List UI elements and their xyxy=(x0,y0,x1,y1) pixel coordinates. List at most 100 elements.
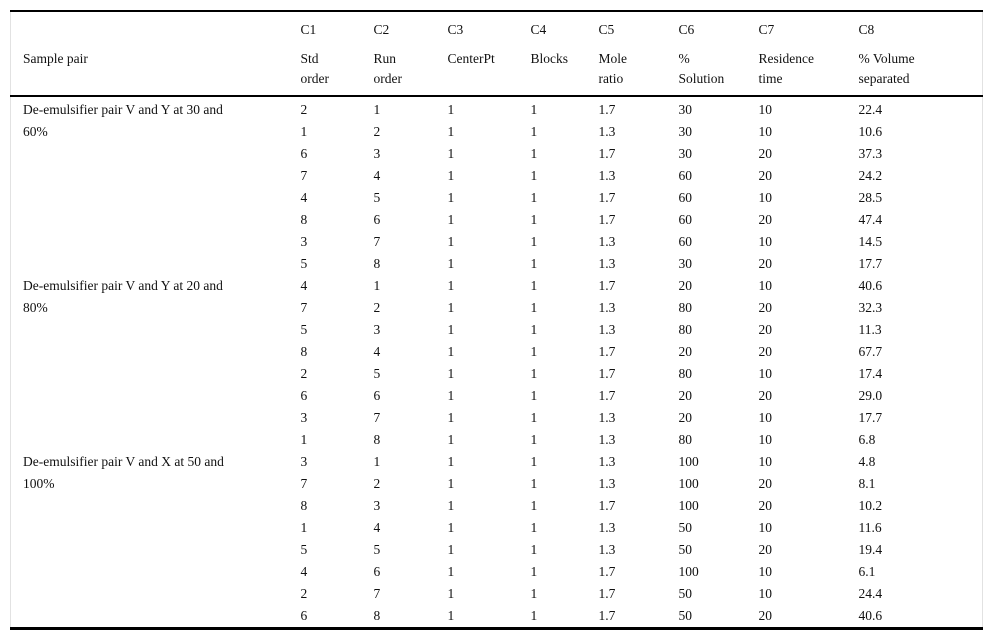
cell: 1.3 xyxy=(598,432,616,447)
cell: 20 xyxy=(758,388,773,403)
cell: 6.1 xyxy=(858,564,876,579)
cell: 2 xyxy=(300,366,308,381)
cell: 10 xyxy=(758,410,773,425)
cell: 1 xyxy=(447,344,455,359)
cell: 1 xyxy=(530,454,538,469)
cell: 1 xyxy=(530,344,538,359)
cell: 1 xyxy=(530,300,538,315)
table-row: 4 5 1 1 1.7 60 10 28.5 xyxy=(11,187,983,209)
cell: 10 xyxy=(758,124,773,139)
cell: 20 xyxy=(678,388,693,403)
cell: 1 xyxy=(530,498,538,513)
cell: 1.7 xyxy=(598,190,616,205)
cell: 1.3 xyxy=(598,520,616,535)
cell: 30 xyxy=(678,124,693,139)
cell: 100 xyxy=(678,498,699,513)
cell: 4 xyxy=(373,344,381,359)
cell: 3 xyxy=(300,234,308,249)
cell: 5 xyxy=(300,542,308,557)
cell: 1.7 xyxy=(598,278,616,293)
table-row: 1 2 1 1 1.3 30 10 10.6 xyxy=(11,121,983,143)
cell: 1 xyxy=(530,256,538,271)
table-row: 5 5 1 1 1.3 50 20 19.4 xyxy=(11,539,983,561)
cell: 40.6 xyxy=(858,608,883,623)
cell: 20 xyxy=(758,146,773,161)
cell: 8 xyxy=(300,344,308,359)
cell: 30 xyxy=(678,146,693,161)
cell: 10 xyxy=(758,366,773,381)
table-row: 7 2 1 1 1.3 100 20 8.1 xyxy=(11,473,983,495)
cell: 1 xyxy=(447,168,455,183)
cell: 28.5 xyxy=(858,190,883,205)
cell: 1.3 xyxy=(598,168,616,183)
cell: 5 xyxy=(373,366,381,381)
column-code: C1 xyxy=(300,22,317,37)
table-row: 4 6 1 1 1.7 100 10 6.1 xyxy=(11,561,983,583)
cell: 1 xyxy=(447,608,455,623)
cell: 10 xyxy=(758,520,773,535)
cell: 7 xyxy=(373,586,381,601)
cell: 1.7 xyxy=(598,498,616,513)
cell: 8 xyxy=(373,256,381,271)
cell: 1.7 xyxy=(598,146,616,161)
cell: 3 xyxy=(373,322,381,337)
table-row: 7 2 1 1 1.3 80 20 32.3 xyxy=(11,297,983,319)
cell: 6 xyxy=(300,608,308,623)
table-row: 6 3 1 1 1.7 30 20 37.3 xyxy=(11,143,983,165)
cell: 22.4 xyxy=(858,102,883,117)
cell: 1 xyxy=(530,168,538,183)
cell: 11.3 xyxy=(858,322,882,337)
cell: 1 xyxy=(447,234,455,249)
cell: 100 xyxy=(678,476,699,491)
cell: 7 xyxy=(373,410,381,425)
column-label: Residence time xyxy=(758,51,814,86)
table-row: 6 8 1 1 1.7 50 20 40.6 xyxy=(11,605,983,629)
cell: 1.7 xyxy=(598,212,616,227)
column-header-c5: C5 Mole ratio xyxy=(598,11,679,97)
cell: 1 xyxy=(530,432,538,447)
cell: 3 xyxy=(300,410,308,425)
column-label: Sample pair xyxy=(23,51,88,66)
cell: 100 xyxy=(678,454,699,469)
cell: 1.3 xyxy=(598,256,616,271)
cell: 80 xyxy=(678,300,693,315)
cell: 1 xyxy=(530,278,538,293)
cell: 1 xyxy=(447,520,455,535)
cell: 60 xyxy=(678,190,693,205)
cell: 10 xyxy=(758,102,773,117)
cell: 1.3 xyxy=(598,454,616,469)
cell: 2 xyxy=(300,586,308,601)
cell: 3 xyxy=(300,454,308,469)
column-code: C2 xyxy=(373,22,390,37)
cell: 1 xyxy=(530,124,538,139)
cell: 4 xyxy=(373,520,381,535)
cell: 50 xyxy=(678,608,693,623)
column-header-c3: C3 CenterPt xyxy=(447,11,531,97)
table-row: 1 8 1 1 1.3 80 10 6.8 xyxy=(11,429,983,451)
cell: 10.2 xyxy=(858,498,883,513)
cell: 14.5 xyxy=(858,234,883,249)
column-label: % Volume separated xyxy=(858,51,915,86)
sample-pair-label: De-emulsifier pair V and Y at 30 and 60% xyxy=(23,102,223,139)
cell: 1 xyxy=(530,520,538,535)
column-code: C3 xyxy=(447,22,464,37)
cell: 17.4 xyxy=(858,366,883,381)
cell: 1.7 xyxy=(598,366,616,381)
cell: 1 xyxy=(447,146,455,161)
cell: 1 xyxy=(447,256,455,271)
cell: 20 xyxy=(758,300,773,315)
cell: 20 xyxy=(758,498,773,513)
cell: 5 xyxy=(300,322,308,337)
table-row: De-emulsifier pair V and Y at 20 and 80%… xyxy=(11,275,983,315)
cell: 8 xyxy=(300,212,308,227)
cell: 10 xyxy=(758,190,773,205)
cell: 1.3 xyxy=(598,476,616,491)
cell: 2 xyxy=(373,476,381,491)
cell: 8.1 xyxy=(858,476,876,491)
cell: 80 xyxy=(678,366,693,381)
cell: 60 xyxy=(678,212,693,227)
cell: 1.7 xyxy=(598,344,616,359)
cell: 1 xyxy=(530,564,538,579)
cell: 6 xyxy=(373,212,381,227)
cell: 20 xyxy=(758,542,773,557)
